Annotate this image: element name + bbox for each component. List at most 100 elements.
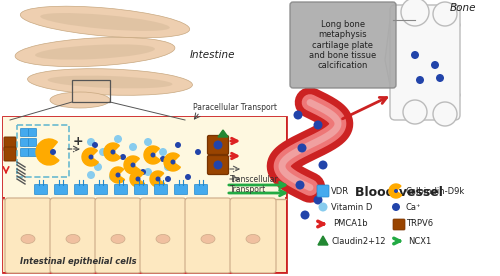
FancyBboxPatch shape <box>34 184 48 195</box>
Ellipse shape <box>201 234 215 243</box>
Circle shape <box>195 149 201 155</box>
Polygon shape <box>218 130 228 137</box>
Circle shape <box>433 2 457 26</box>
Text: Blood vessel: Blood vessel <box>355 185 443 198</box>
Wedge shape <box>150 171 164 187</box>
Text: Claudin2+12: Claudin2+12 <box>331 237 386 245</box>
Text: Vitamin D: Vitamin D <box>331 203 372 211</box>
Ellipse shape <box>21 234 35 243</box>
FancyBboxPatch shape <box>393 219 405 230</box>
Wedge shape <box>104 143 120 161</box>
FancyBboxPatch shape <box>4 137 16 151</box>
FancyBboxPatch shape <box>28 148 36 156</box>
Circle shape <box>300 211 310 219</box>
FancyBboxPatch shape <box>194 184 207 195</box>
Circle shape <box>140 169 146 175</box>
Wedge shape <box>144 146 160 164</box>
FancyBboxPatch shape <box>185 198 231 273</box>
Circle shape <box>87 138 95 146</box>
Text: Calbindin-D9k: Calbindin-D9k <box>406 187 465 195</box>
Circle shape <box>99 148 107 156</box>
Circle shape <box>156 176 160 182</box>
Circle shape <box>150 153 156 158</box>
Polygon shape <box>318 236 328 245</box>
Circle shape <box>318 203 328 211</box>
Ellipse shape <box>40 13 170 31</box>
Circle shape <box>431 61 439 69</box>
FancyBboxPatch shape <box>20 148 28 156</box>
Wedge shape <box>389 184 402 198</box>
Circle shape <box>170 160 175 164</box>
Circle shape <box>129 143 137 151</box>
Circle shape <box>130 163 136 168</box>
Text: TRPV6: TRPV6 <box>406 219 433 229</box>
Ellipse shape <box>20 6 190 38</box>
Circle shape <box>433 102 457 126</box>
FancyBboxPatch shape <box>94 184 108 195</box>
FancyBboxPatch shape <box>20 139 28 147</box>
Bar <box>3 117 286 197</box>
Circle shape <box>436 74 444 82</box>
Bar <box>3 117 286 272</box>
Text: Ca⁺: Ca⁺ <box>406 203 421 211</box>
Text: Paracellular Transport: Paracellular Transport <box>193 104 277 113</box>
Circle shape <box>214 140 222 150</box>
Circle shape <box>185 174 191 180</box>
FancyBboxPatch shape <box>290 2 396 88</box>
Circle shape <box>94 163 102 171</box>
FancyBboxPatch shape <box>208 136 229 155</box>
FancyBboxPatch shape <box>95 198 141 273</box>
Circle shape <box>88 155 94 160</box>
Circle shape <box>92 142 98 148</box>
Ellipse shape <box>15 38 175 67</box>
Wedge shape <box>36 139 59 165</box>
Text: PMCA1b: PMCA1b <box>333 219 368 229</box>
Wedge shape <box>82 148 98 166</box>
Circle shape <box>401 0 429 26</box>
Circle shape <box>144 168 152 176</box>
Ellipse shape <box>48 76 172 88</box>
Circle shape <box>164 163 172 171</box>
Text: VDR: VDR <box>331 187 349 195</box>
Text: Transcellular
Transport: Transcellular Transport <box>230 175 279 194</box>
FancyBboxPatch shape <box>114 184 128 195</box>
Circle shape <box>314 121 322 129</box>
FancyBboxPatch shape <box>140 198 186 273</box>
Ellipse shape <box>35 44 155 60</box>
Circle shape <box>296 181 304 190</box>
Ellipse shape <box>111 234 125 243</box>
FancyBboxPatch shape <box>4 147 16 161</box>
Wedge shape <box>164 153 180 171</box>
Circle shape <box>160 156 166 162</box>
Bar <box>17 125 69 177</box>
FancyBboxPatch shape <box>154 184 168 195</box>
Circle shape <box>110 150 116 155</box>
Circle shape <box>294 110 302 120</box>
FancyBboxPatch shape <box>50 198 96 273</box>
Circle shape <box>165 176 171 182</box>
Circle shape <box>394 189 398 193</box>
FancyBboxPatch shape <box>174 184 188 195</box>
FancyBboxPatch shape <box>28 139 36 147</box>
Text: Intestinal epithelial cells: Intestinal epithelial cells <box>20 257 136 266</box>
Circle shape <box>175 142 181 148</box>
Text: Bone: Bone <box>450 3 476 13</box>
Circle shape <box>116 172 120 177</box>
Circle shape <box>318 161 328 169</box>
Circle shape <box>109 173 117 181</box>
Bar <box>72 80 110 102</box>
Circle shape <box>392 203 400 211</box>
Circle shape <box>114 135 122 143</box>
Circle shape <box>144 138 152 146</box>
FancyBboxPatch shape <box>317 185 329 197</box>
Wedge shape <box>124 156 140 174</box>
Wedge shape <box>110 167 124 183</box>
FancyBboxPatch shape <box>74 184 88 195</box>
FancyBboxPatch shape <box>390 5 460 120</box>
FancyBboxPatch shape <box>5 198 51 273</box>
Circle shape <box>214 161 222 169</box>
Ellipse shape <box>66 234 80 243</box>
Wedge shape <box>130 171 144 187</box>
Ellipse shape <box>28 69 192 95</box>
Circle shape <box>314 195 322 205</box>
